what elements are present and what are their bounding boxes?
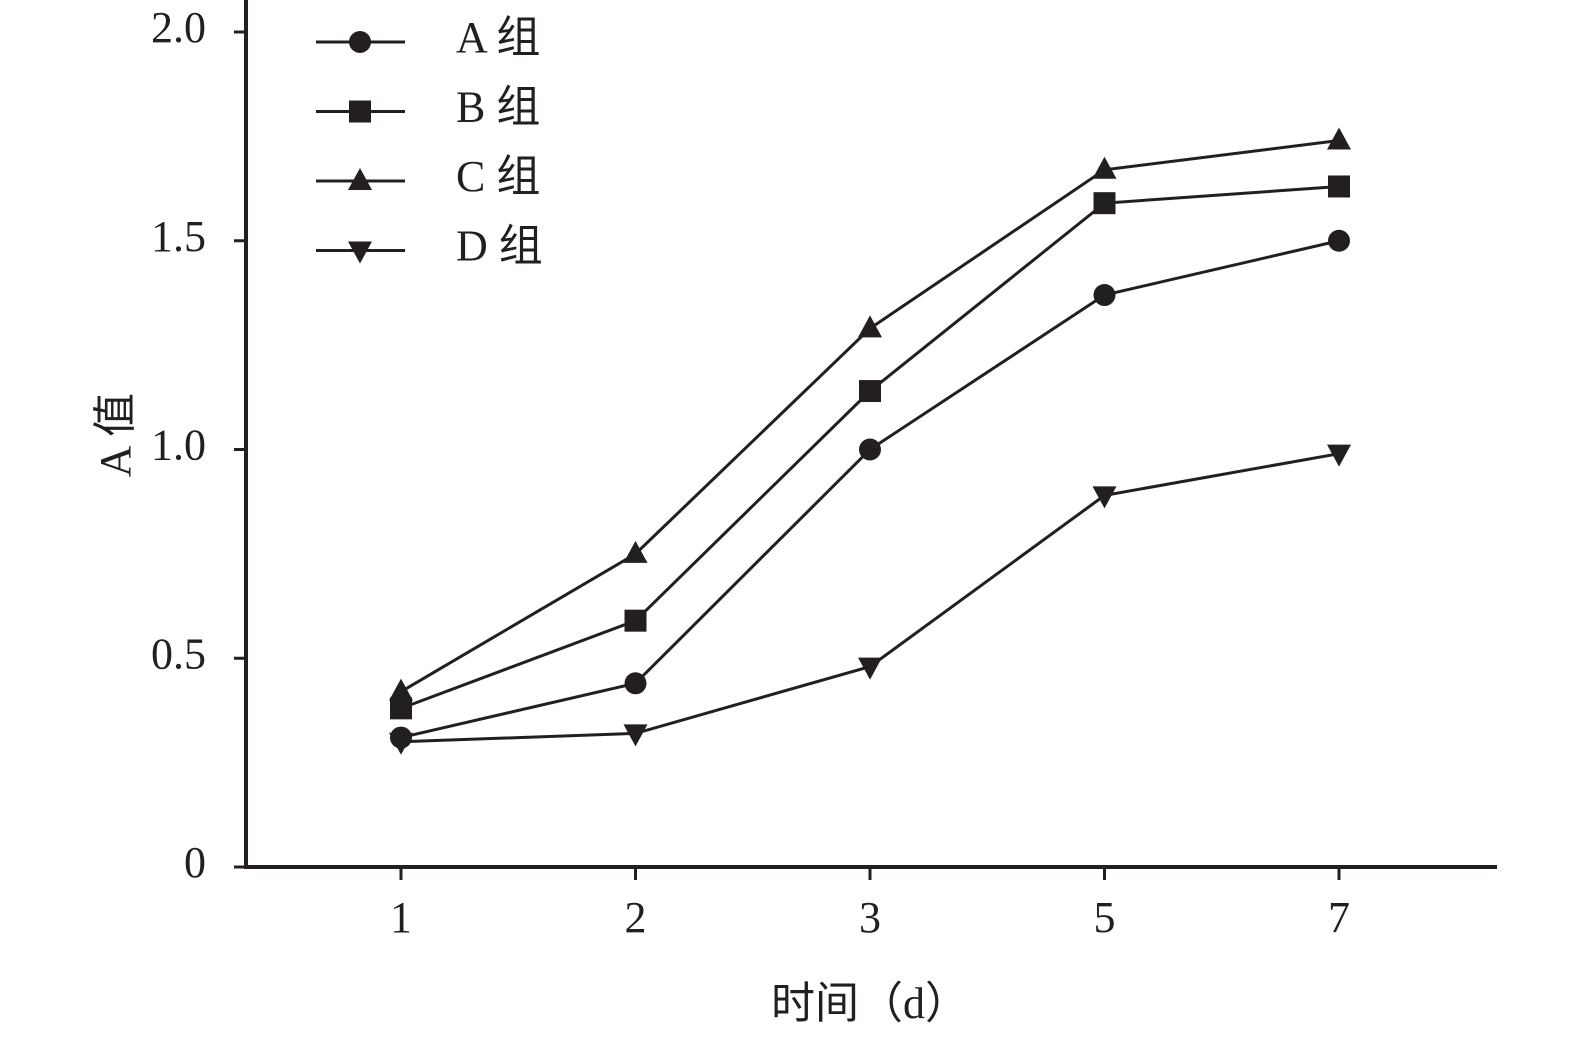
data-point <box>389 732 413 755</box>
legend-marker <box>349 31 371 53</box>
data-point <box>390 697 412 720</box>
data-point <box>1093 192 1116 215</box>
data-point <box>1328 229 1350 252</box>
y-tick-label: 1.0 <box>151 421 206 470</box>
x-tick-label: 2 <box>625 893 647 942</box>
data-point <box>858 315 882 338</box>
data-point <box>624 609 647 632</box>
data-point <box>389 678 413 701</box>
data-point <box>858 657 882 680</box>
y-tick-label: 0.5 <box>151 629 206 678</box>
data-point <box>623 540 648 563</box>
data-point <box>1092 486 1117 509</box>
legend-label: C 组 <box>456 152 540 201</box>
legend-marker <box>348 168 372 190</box>
data-point <box>859 380 881 403</box>
legend-label: A 组 <box>456 13 540 62</box>
legend-label: B 组 <box>456 83 540 132</box>
data-point <box>1328 175 1350 198</box>
y-tick-label: 2.0 <box>151 3 206 52</box>
x-tick-label: 5 <box>1094 893 1116 942</box>
legend-marker <box>349 100 371 123</box>
data-point <box>859 438 881 461</box>
y-tick-label: 1.5 <box>151 212 206 261</box>
series-line <box>400 452 1340 744</box>
data-point <box>1092 156 1117 179</box>
y-tick-label: 0 <box>184 838 206 887</box>
x-tick-label: 3 <box>859 893 881 942</box>
data-point <box>623 724 648 747</box>
y-axis-label: A 值 <box>91 393 140 477</box>
x-tick-label: 1 <box>390 893 412 942</box>
data-point <box>624 672 647 695</box>
x-tick-label: 7 <box>1328 893 1350 942</box>
legend-marker <box>348 241 372 264</box>
legend-label: D 组 <box>456 222 543 271</box>
x-axis-label: 时间（d） <box>771 979 969 1028</box>
data-point <box>1093 284 1116 307</box>
data-point <box>1327 127 1351 150</box>
data-point <box>1327 444 1351 467</box>
